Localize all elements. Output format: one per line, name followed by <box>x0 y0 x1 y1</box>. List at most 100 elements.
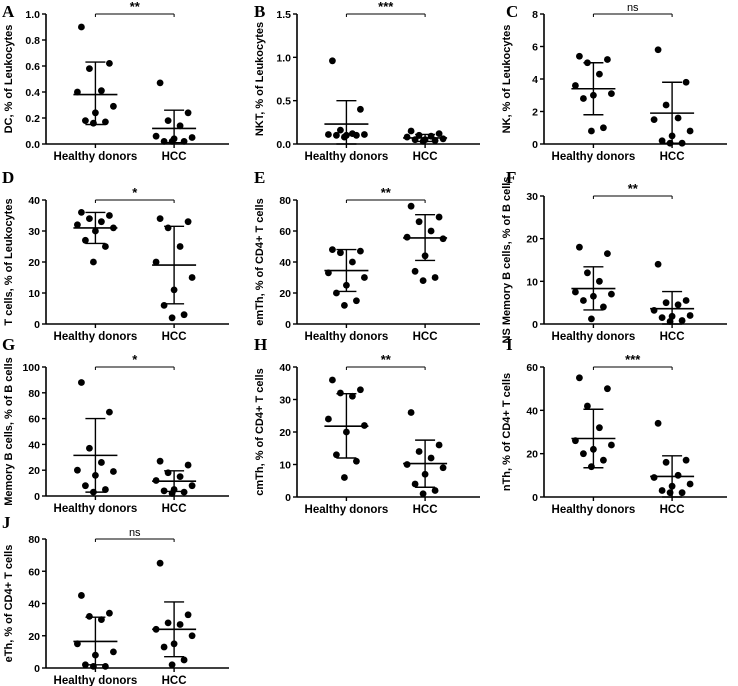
data-point <box>608 290 615 298</box>
data-point <box>102 118 109 126</box>
data-point <box>686 127 694 135</box>
data-point <box>110 102 117 110</box>
category-label: Healthy donors <box>305 151 389 163</box>
data-point <box>102 243 109 250</box>
data-point <box>78 379 85 386</box>
data-point <box>588 127 595 135</box>
y-axis-label: cmTh, % of CD4+ T cells <box>254 368 266 495</box>
data-point <box>164 619 172 627</box>
y-tick-label: 30 <box>28 226 40 238</box>
data-point <box>654 260 662 268</box>
y-tick-label: 0.0 <box>25 139 40 151</box>
data-point <box>580 95 587 102</box>
significance-label: ** <box>381 185 392 200</box>
y-tick-label: 10 <box>28 288 40 300</box>
data-point <box>439 464 447 472</box>
data-point <box>176 473 184 481</box>
data-point <box>184 611 192 619</box>
y-tick-label: 40 <box>526 405 538 417</box>
y-tick-label: 0 <box>34 663 40 675</box>
series-healthy-donors <box>73 592 118 670</box>
y-tick-label: 0 <box>34 491 40 503</box>
data-point <box>184 109 192 117</box>
panel-letter: G <box>2 335 15 354</box>
data-point <box>98 459 105 466</box>
series-hcc <box>152 457 197 497</box>
data-point <box>106 609 113 617</box>
y-tick-label: 20 <box>28 465 40 477</box>
data-point <box>86 215 93 223</box>
category-label: HCC <box>413 331 438 343</box>
data-point <box>588 315 595 323</box>
data-point <box>658 487 666 494</box>
panel-letter: H <box>254 335 267 354</box>
series-healthy-donors <box>571 374 616 471</box>
data-point <box>110 468 117 475</box>
data-point <box>160 138 168 145</box>
data-point <box>403 461 411 468</box>
data-point <box>152 258 160 266</box>
panel-g: G Memory B cells, % of B cells 0 20 40 60 80 10… <box>2 335 229 515</box>
category-label: Healthy donors <box>54 675 138 686</box>
panel-letter: F <box>506 168 516 187</box>
y-tick-label: 0.4 <box>25 87 40 99</box>
data-point <box>349 258 356 266</box>
y-tick-label: 30 <box>279 395 291 407</box>
y-tick-label: 8 <box>532 9 538 21</box>
data-point <box>403 133 411 141</box>
y-tick-label: 4 <box>532 74 538 86</box>
y-tick-label: 60 <box>526 362 538 374</box>
data-point <box>90 258 97 266</box>
data-point <box>596 277 603 285</box>
data-point <box>604 385 611 393</box>
y-tick-label: 20 <box>526 234 538 246</box>
data-point <box>168 661 176 669</box>
data-point <box>164 224 172 232</box>
data-point <box>357 247 364 255</box>
y-tick-label: 20 <box>28 257 40 269</box>
series-healthy-donors <box>73 379 118 496</box>
data-point <box>682 297 690 304</box>
data-point <box>325 415 332 423</box>
data-point <box>600 456 607 464</box>
data-point <box>357 386 364 394</box>
data-point <box>411 267 419 275</box>
data-point <box>160 643 168 651</box>
significance-label: *** <box>378 0 394 14</box>
data-point <box>337 249 344 257</box>
data-point <box>576 374 583 382</box>
data-point <box>435 441 443 449</box>
series-hcc <box>650 46 695 147</box>
y-tick-label: 1.0 <box>276 52 291 64</box>
series-hcc <box>403 127 448 145</box>
y-tick-label: 40 <box>279 257 291 269</box>
category-label: HCC <box>162 675 187 686</box>
data-point <box>435 130 443 138</box>
series-hcc <box>152 559 197 669</box>
y-tick-label: 60 <box>279 226 291 238</box>
data-point <box>431 487 439 494</box>
data-point <box>650 474 658 481</box>
data-point <box>435 213 443 221</box>
data-point <box>407 409 415 416</box>
panel-d: D T cells, % of Leukocytes 0 10 20 30 40 Health… <box>2 168 229 343</box>
y-tick-label: 40 <box>28 439 40 451</box>
y-tick-label: 0.5 <box>276 96 291 108</box>
data-point <box>341 302 348 309</box>
data-point <box>686 480 694 488</box>
y-axis-label: DC, % of Leukocytes <box>3 25 15 134</box>
data-point <box>584 402 591 410</box>
y-tick-label: 10 <box>279 460 291 472</box>
data-point <box>576 52 583 60</box>
significance-label: ** <box>130 0 141 14</box>
series-healthy-donors <box>73 23 118 127</box>
data-point <box>180 138 188 145</box>
data-point <box>333 131 340 139</box>
data-point <box>86 65 93 72</box>
data-point <box>596 424 603 432</box>
data-point <box>156 457 164 465</box>
category-label: Healthy donors <box>54 331 138 343</box>
data-point <box>600 303 607 311</box>
data-point <box>361 274 368 281</box>
